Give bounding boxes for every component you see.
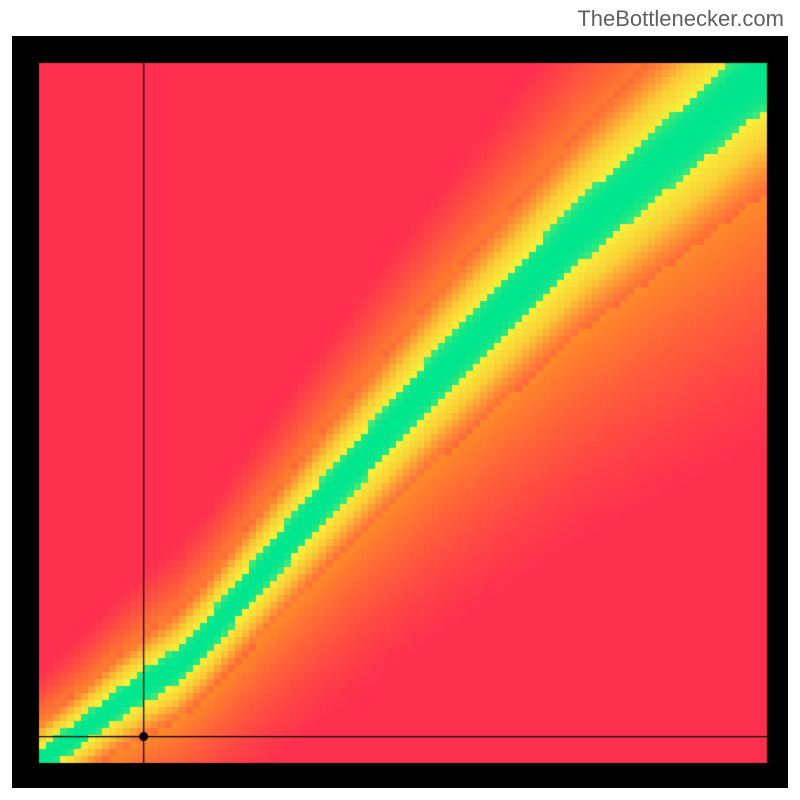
heatmap-canvas — [12, 36, 788, 788]
watermark-text: TheBottlenecker.com — [577, 6, 784, 32]
plot-outer-frame — [12, 36, 788, 788]
figure-root: TheBottlenecker.com — [0, 0, 800, 800]
